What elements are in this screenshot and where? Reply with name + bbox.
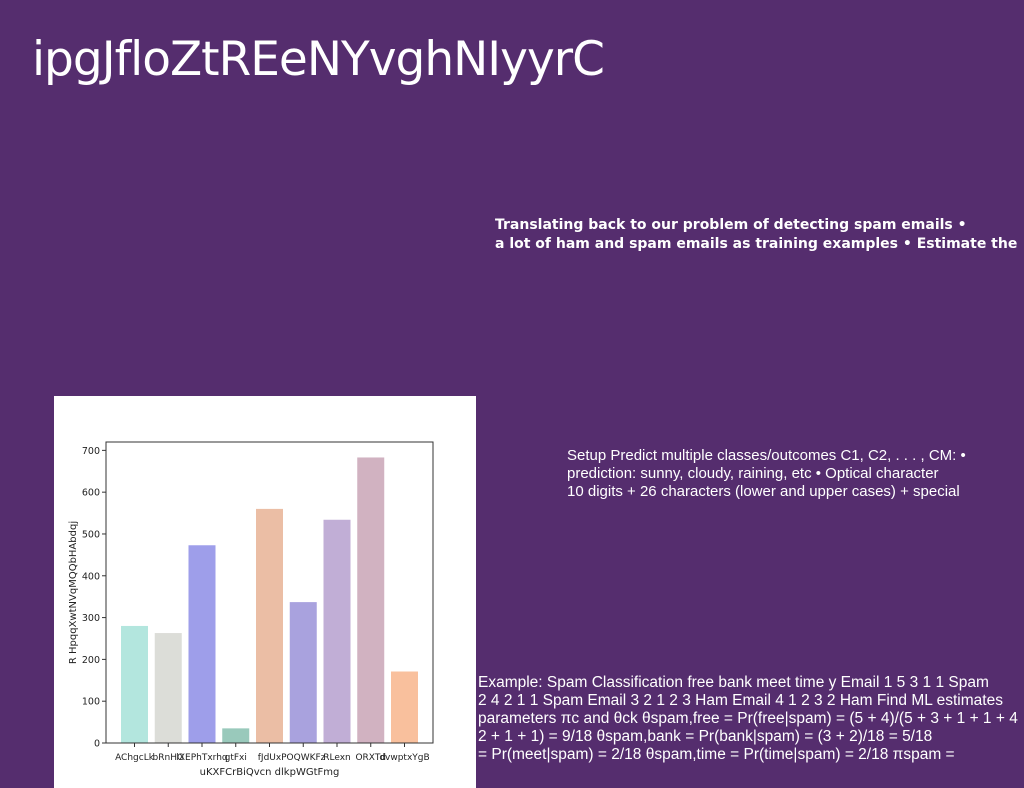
setup-text-block: Setup Predict multiple classes/outcomes …: [567, 447, 1007, 501]
bold-text-block: Translating back to our problem of detec…: [495, 216, 1024, 254]
x-axis-label: uKXFCrBiQvcn dlkpWGtFmg: [200, 767, 340, 778]
bar: [188, 545, 216, 743]
y-tick-label: 700: [82, 446, 100, 457]
example-text-block: Example: Spam Classification free bank m…: [478, 674, 1024, 764]
example-text-line: parameters πc and θck θspam,free = Pr(fr…: [478, 710, 1018, 727]
x-tick-label: AChgcLk: [115, 753, 155, 763]
bar: [121, 625, 148, 743]
bar: [357, 457, 385, 743]
y-axis-label: R HpqqXwtNVqMQQbHAbdqj: [68, 521, 79, 664]
bars-layer: [121, 457, 418, 743]
example-text-line: Example: Spam Classification free bank m…: [478, 674, 989, 691]
bar: [154, 633, 182, 743]
bar: [256, 508, 283, 743]
setup-text-line: 10 digits + 26 characters (lower and upp…: [567, 483, 960, 500]
x-tick-label: lXEPhTxrhq: [176, 753, 227, 763]
y-tick-label: 400: [82, 571, 100, 582]
example-text-line: 2 4 2 1 1 Spam Email 3 2 1 2 3 Ham Email…: [478, 692, 1003, 709]
y-tick-label: 100: [82, 697, 100, 708]
bar: [323, 519, 351, 743]
y-tick-label: 0: [94, 739, 100, 750]
bar: [289, 602, 317, 743]
setup-text-line: prediction: sunny, cloudy, raining, etc …: [567, 465, 939, 482]
x-tick-label: fJdUx: [258, 753, 282, 763]
x-tick-label: dvwptxYgB: [379, 753, 429, 763]
y-ticks-layer: 0 100 200 300 400 500 600 700: [82, 446, 106, 750]
bar: [222, 728, 250, 743]
y-tick-label: 300: [82, 613, 100, 624]
bold-text-line: a lot of ham and spam emails as training…: [495, 236, 1018, 252]
bar: [391, 671, 418, 743]
y-tick-label: 200: [82, 655, 100, 666]
setup-text-line: Setup Predict multiple classes/outcomes …: [567, 447, 966, 464]
x-tick-label: RLexn: [323, 753, 351, 763]
y-tick-label: 500: [82, 529, 100, 540]
x-tick-label: gtFxi: [225, 753, 247, 763]
bold-text-line: Translating back to our problem of detec…: [495, 217, 967, 233]
x-tick-label: bRnHG: [153, 753, 184, 763]
bar-chart-panel: 0 100 200 300 400 500 600 700 AChgcLk bRnHG lXEPh…: [54, 396, 476, 788]
x-tick-label: POQWKFz: [281, 753, 326, 763]
bar-chart: 0 100 200 300 400 500 600 700 AChgcLkbRnHGlXEPh…: [68, 441, 434, 778]
example-text-line: 2 + 1 + 1) = 9/18 θspam,bank = Pr(bank|s…: [478, 728, 933, 745]
x-tick-label: ORXTd: [355, 753, 386, 763]
example-text-line: = Pr(meet|spam) = 2/18 θspam,time = Pr(t…: [478, 746, 955, 763]
y-tick-label: 600: [82, 488, 100, 499]
slide-title: ipgJfloZtREeNYvghNIyyrC: [32, 32, 605, 87]
